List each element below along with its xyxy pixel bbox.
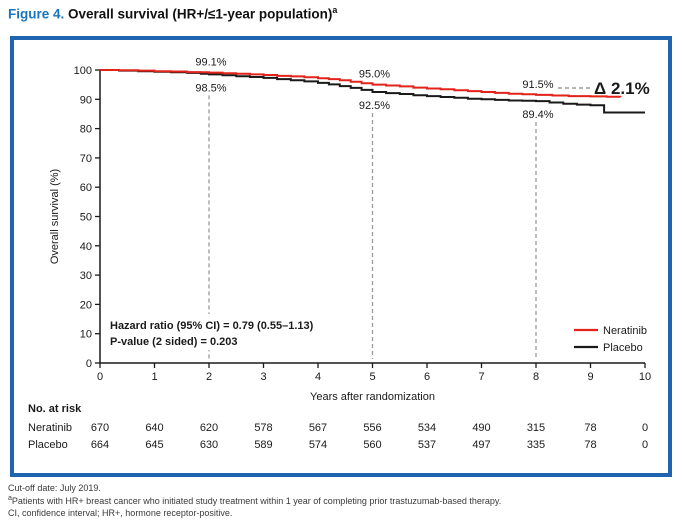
x-tick-label: 1 xyxy=(151,371,157,383)
risk-value: 630 xyxy=(200,439,218,451)
callout-98.5%: 98.5% xyxy=(195,82,226,94)
footnote-line: aPatients with HR+ breast cancer who ini… xyxy=(8,494,501,507)
risk-table-title: No. at risk xyxy=(28,403,82,415)
risk-row-name: Placebo xyxy=(28,439,68,451)
footnote-marker: a xyxy=(8,494,12,502)
x-tick-label: 9 xyxy=(587,371,593,383)
stats-backing xyxy=(104,314,362,350)
placebo-curve xyxy=(100,69,645,114)
y-tick-label: 40 xyxy=(80,241,92,253)
risk-value: 664 xyxy=(91,439,109,451)
figure-title-footnote-marker: a xyxy=(332,5,338,15)
y-tick-label: 80 xyxy=(80,124,92,136)
chart-panel: 0 10 20 30 40 50 60 70 80 90 100 0 1 2 3 4 5 6 7 8 9 10 Years … xyxy=(10,36,672,477)
y-tick-label: 30 xyxy=(80,270,92,282)
risk-value: 497 xyxy=(472,439,490,451)
callout-99.1%: 99.1% xyxy=(195,57,226,69)
figure-title: Figure 4. Overall survival (HR+/≤1-year … xyxy=(8,5,337,22)
risk-value: 537 xyxy=(418,439,436,451)
x-tick-label: 10 xyxy=(639,371,651,383)
figure-number: Figure 4. xyxy=(8,6,65,22)
risk-value: 335 xyxy=(527,439,545,451)
risk-value: 556 xyxy=(363,422,381,434)
risk-value: 78 xyxy=(584,439,596,451)
y-tick-label: 10 xyxy=(80,329,92,341)
risk-value: 315 xyxy=(527,422,545,434)
risk-value: 534 xyxy=(418,422,436,434)
risk-value: 490 xyxy=(472,422,490,434)
callout-91.5%: 91.5% xyxy=(522,79,553,91)
y-tick-label: 100 xyxy=(74,65,92,77)
risk-value: 589 xyxy=(254,439,272,451)
y-tick-label: 20 xyxy=(80,299,92,311)
footnote-line: CI, confidence interval; HR+, hormone re… xyxy=(8,506,501,519)
y-tick-label: 0 xyxy=(86,358,92,370)
x-tick-label: 5 xyxy=(369,371,375,383)
risk-value: 560 xyxy=(363,439,381,451)
y-tick-label: 50 xyxy=(80,212,92,224)
risk-value: 645 xyxy=(145,439,163,451)
stats-line: P-value (2 sided) = 0.203 xyxy=(110,336,237,348)
y-tick-label: 70 xyxy=(80,153,92,165)
x-axis-title: Years after randomization xyxy=(310,391,435,403)
x-tick-label: 4 xyxy=(315,371,321,383)
risk-value: 0 xyxy=(642,439,648,451)
legend-label-neratinib: Neratinib xyxy=(603,325,647,337)
x-tick-label: 8 xyxy=(533,371,539,383)
callout-92.5%: 92.5% xyxy=(359,100,390,112)
x-tick-label: 6 xyxy=(424,371,430,383)
risk-value: 620 xyxy=(200,422,218,434)
neratinib-curve xyxy=(100,69,622,98)
callout-95.0%: 95.0% xyxy=(359,69,390,81)
risk-value: 640 xyxy=(145,422,163,434)
legend-label-placebo: Placebo xyxy=(603,342,643,354)
stats-line: Hazard ratio (95% CI) = 0.79 (0.55–1.13) xyxy=(110,320,314,332)
footnote-text: Patients with HR+ breast cancer who init… xyxy=(11,495,502,506)
figure-footnotes: Cut-off date: July 2019. aPatients with … xyxy=(8,481,501,519)
x-tick-label: 7 xyxy=(478,371,484,383)
footnote-text: Cut-off date: July 2019. xyxy=(8,483,101,493)
figure-title-text: Overall survival (HR+/≤1-year population… xyxy=(64,6,333,22)
y-tick-label: 90 xyxy=(80,94,92,106)
x-tick-label: 3 xyxy=(260,371,266,383)
footnote-text: CI, confidence interval; HR+, hormone re… xyxy=(8,508,233,518)
y-axis-title: Overall survival (%) xyxy=(49,169,61,264)
risk-value: 78 xyxy=(584,422,596,434)
footnote-line: Cut-off date: July 2019. xyxy=(8,481,501,494)
risk-value: 567 xyxy=(309,422,327,434)
callout-89.4%: 89.4% xyxy=(522,109,553,121)
delta-label: Δ 2.1% xyxy=(594,79,650,98)
x-tick-label: 2 xyxy=(206,371,212,383)
risk-value: 578 xyxy=(254,422,272,434)
y-tick-label: 60 xyxy=(80,182,92,194)
risk-value: 0 xyxy=(642,422,648,434)
risk-row-name: Neratinib xyxy=(28,422,72,434)
risk-value: 574 xyxy=(309,439,327,451)
risk-value: 670 xyxy=(91,422,109,434)
x-tick-label: 0 xyxy=(97,371,103,383)
